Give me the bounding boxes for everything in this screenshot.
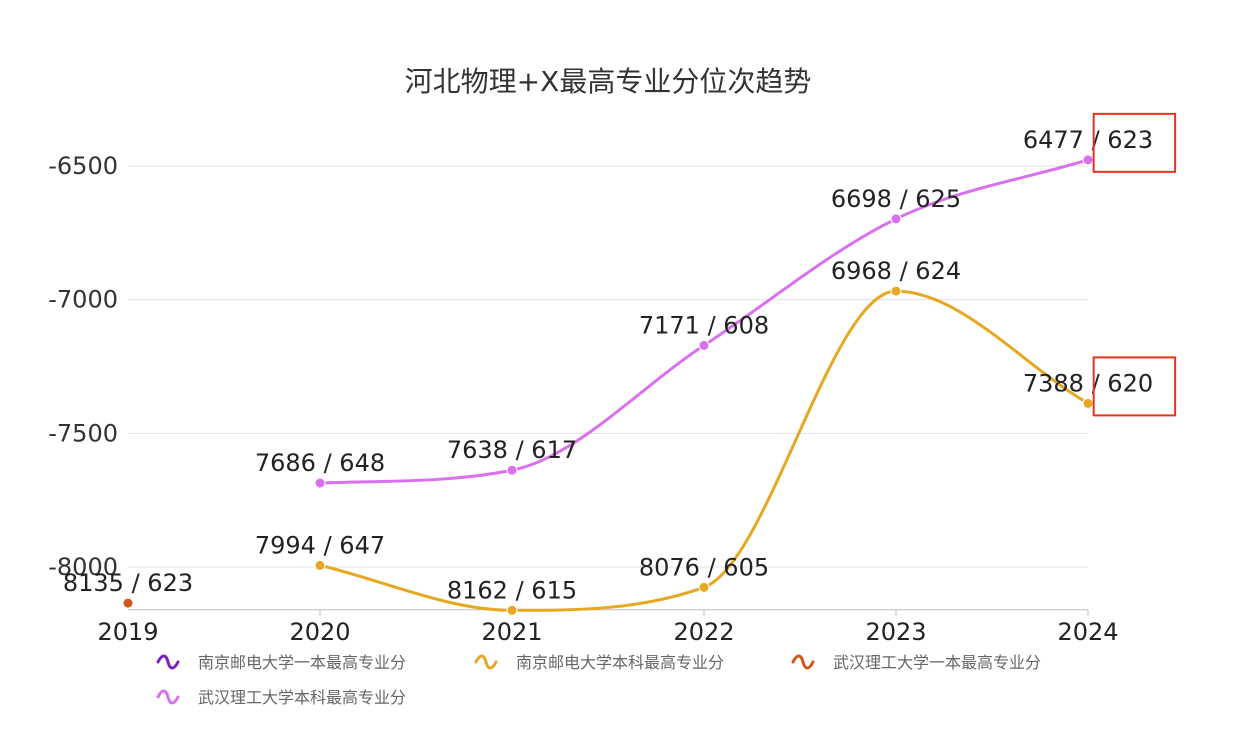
data-point — [698, 581, 710, 593]
y-tick-label: -7500 — [48, 419, 118, 447]
highlight-box — [1092, 356, 1177, 417]
legend-item[interactable]: 武汉理工大学一本最高专业分 — [791, 653, 1041, 672]
data-point — [1082, 154, 1094, 166]
chart-title: 河北物理+X最高专业分位次趋势 — [405, 65, 812, 98]
legend-item[interactable]: 南京邮电大学一本最高专业分 — [156, 653, 406, 672]
x-tick-label: 2019 — [97, 618, 158, 646]
highlight-box — [1092, 112, 1177, 173]
y-tick-label: -6500 — [48, 152, 118, 180]
data-point — [314, 477, 326, 489]
legend-line-icon — [791, 654, 815, 670]
legend-label: 南京邮电大学本科最高专业分 — [516, 653, 724, 672]
data-label: 7686 / 648 — [255, 449, 385, 477]
y-tick-label: -7000 — [48, 286, 118, 314]
y-tick-label: -8000 — [48, 553, 118, 581]
data-point — [122, 597, 134, 609]
legend-label: 武汉理工大学本科最高专业分 — [198, 688, 406, 707]
legend-line-icon — [474, 654, 498, 670]
data-point — [506, 464, 518, 476]
data-point — [314, 559, 326, 571]
x-axis: 2019 2020 2021 2022 2023 2024 — [97, 609, 1119, 646]
x-tick-label: 2023 — [865, 618, 926, 646]
data-label: 7388 / 620 — [1023, 369, 1153, 397]
y-axis: -6500 -7000 -7500 -8000 — [48, 152, 118, 581]
data-label: 7638 / 617 — [447, 436, 577, 464]
data-label: 7994 / 647 — [255, 531, 385, 559]
grid — [128, 165, 1088, 568]
legend-label: 南京邮电大学一本最高专业分 — [198, 653, 406, 672]
legend-line-icon — [156, 654, 180, 670]
data-point — [890, 213, 902, 225]
annotations — [1092, 112, 1177, 417]
legend-item[interactable]: 南京邮电大学本科最高专业分 — [474, 653, 724, 672]
data-label: 6477 / 623 — [1023, 126, 1153, 154]
data-point — [506, 604, 518, 616]
data-label: 8135 / 623 — [63, 569, 193, 597]
x-tick-label: 2021 — [481, 618, 542, 646]
data-point — [1082, 397, 1094, 409]
data-label: 6698 / 625 — [831, 185, 961, 213]
data-label: 7171 / 608 — [639, 311, 769, 339]
legend-line-icon — [156, 689, 180, 705]
series-line — [319, 289, 1089, 612]
x-tick-label: 2020 — [289, 618, 350, 646]
data-label: 8162 / 615 — [447, 576, 577, 604]
x-tick-label: 2022 — [673, 618, 734, 646]
x-tick-label: 2024 — [1057, 618, 1118, 646]
data-label: 8076 / 605 — [639, 553, 769, 581]
data-labels: 7994 / 647 8162 / 615 8076 / 605 6968 / 624… — [63, 126, 1153, 604]
legend-item[interactable]: 武汉理工大学本科最高专业分 — [156, 688, 406, 707]
data-point — [698, 339, 710, 351]
legend-label: 武汉理工大学一本最高专业分 — [833, 653, 1041, 672]
series-layer — [122, 154, 1094, 616]
data-label: 6968 / 624 — [831, 257, 961, 285]
data-point — [890, 285, 902, 297]
legend: 南京邮电大学一本最高专业分 南京邮电大学本科最高专业分 武汉理工大学一本最高专业分武… — [156, 653, 1041, 707]
